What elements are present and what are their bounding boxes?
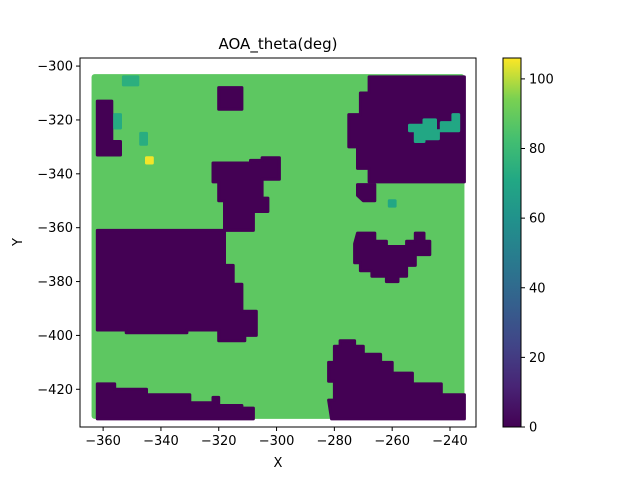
- heat-region-11: [139, 131, 148, 146]
- heat-region-12: [387, 199, 397, 208]
- chart-title: AOA_theta(deg): [219, 35, 338, 54]
- heat-region-0: [95, 99, 122, 157]
- y-tick-label: −380: [37, 275, 73, 290]
- x-tick-label: −320: [201, 434, 237, 449]
- heat-regions: [95, 75, 466, 421]
- y-tick-label: −300: [37, 60, 73, 75]
- colorbar-ticks: 0 20 40 60 80 100: [521, 72, 554, 436]
- plot-frame: [79, 57, 477, 428]
- heat-region-8: [408, 113, 461, 143]
- x-tick-label: −260: [374, 434, 410, 449]
- heat-region-5: [327, 339, 466, 421]
- colorbar-tick-label: 80: [529, 142, 546, 157]
- x-tick-label: −360: [85, 434, 121, 449]
- x-tick-label: −340: [143, 434, 179, 449]
- heat-region-3: [95, 156, 281, 343]
- x-tick-label: −240: [432, 434, 468, 449]
- y-tick-label: −400: [37, 329, 73, 344]
- colorbar-tick-label: 40: [529, 281, 546, 296]
- x-tick-label: −300: [259, 434, 295, 449]
- heat-region-7: [356, 183, 377, 203]
- heat-region-4: [95, 382, 255, 421]
- colorbar-tick-label: 100: [529, 72, 554, 87]
- colorbar: [502, 57, 522, 428]
- x-tick-label: −280: [317, 434, 353, 449]
- plot-area: [91, 74, 466, 421]
- y-tick-label: −420: [37, 383, 73, 398]
- colorbar-tick-label: 0: [529, 421, 537, 436]
- colorbar-tick-label: 60: [529, 212, 546, 227]
- y-axis-label: Y: [11, 238, 26, 247]
- colorbar-tick-label: 20: [529, 351, 546, 366]
- heat-region-2: [347, 75, 466, 184]
- heat-region-1: [217, 86, 244, 111]
- heat-region-6: [353, 231, 432, 284]
- heat-region-13: [145, 156, 154, 165]
- heat-region-10: [121, 75, 140, 87]
- x-axis-label: X: [274, 456, 283, 471]
- y-tick-label: −340: [37, 167, 73, 182]
- y-tick-label: −360: [37, 221, 73, 236]
- y-tick-label: −320: [37, 113, 73, 128]
- heat-region-9: [113, 113, 122, 130]
- x-axis-ticks: −360 −340 −320 −300 −280 −260 −240: [85, 427, 468, 449]
- y-axis-ticks: −300 −320 −340 −360 −380 −400 −420: [37, 60, 80, 398]
